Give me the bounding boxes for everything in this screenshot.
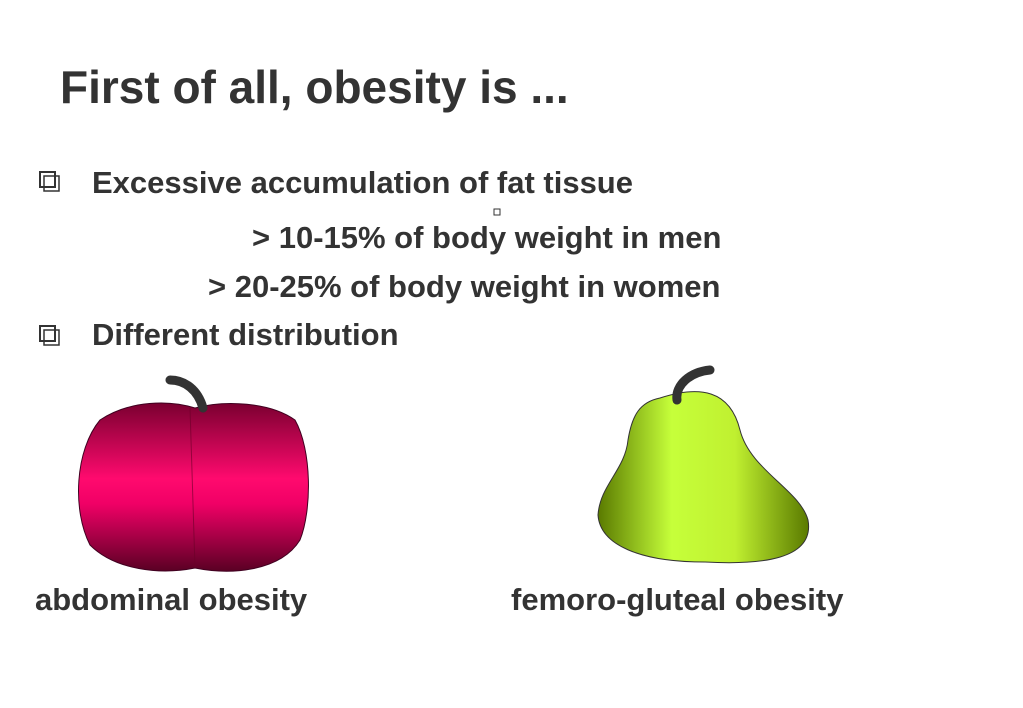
- artifact-square: [493, 208, 501, 216]
- apple-illustration: [78, 375, 309, 572]
- bullet-icon: [39, 171, 60, 192]
- slide-title: First of all, obesity is ...: [60, 61, 569, 113]
- bullet-text: Excessive accumulation of fat tissue: [92, 165, 633, 200]
- sub-line: > 20-25% of body weight in women: [208, 269, 720, 304]
- caption: abdominal obesity: [35, 582, 308, 617]
- sub-line: > 10-15% of body weight in men: [252, 220, 721, 255]
- pear-illustration: [597, 365, 810, 564]
- caption: femoro-gluteal obesity: [511, 582, 844, 617]
- bullet-icon: [39, 325, 60, 346]
- bullet-text: Different distribution: [92, 317, 399, 352]
